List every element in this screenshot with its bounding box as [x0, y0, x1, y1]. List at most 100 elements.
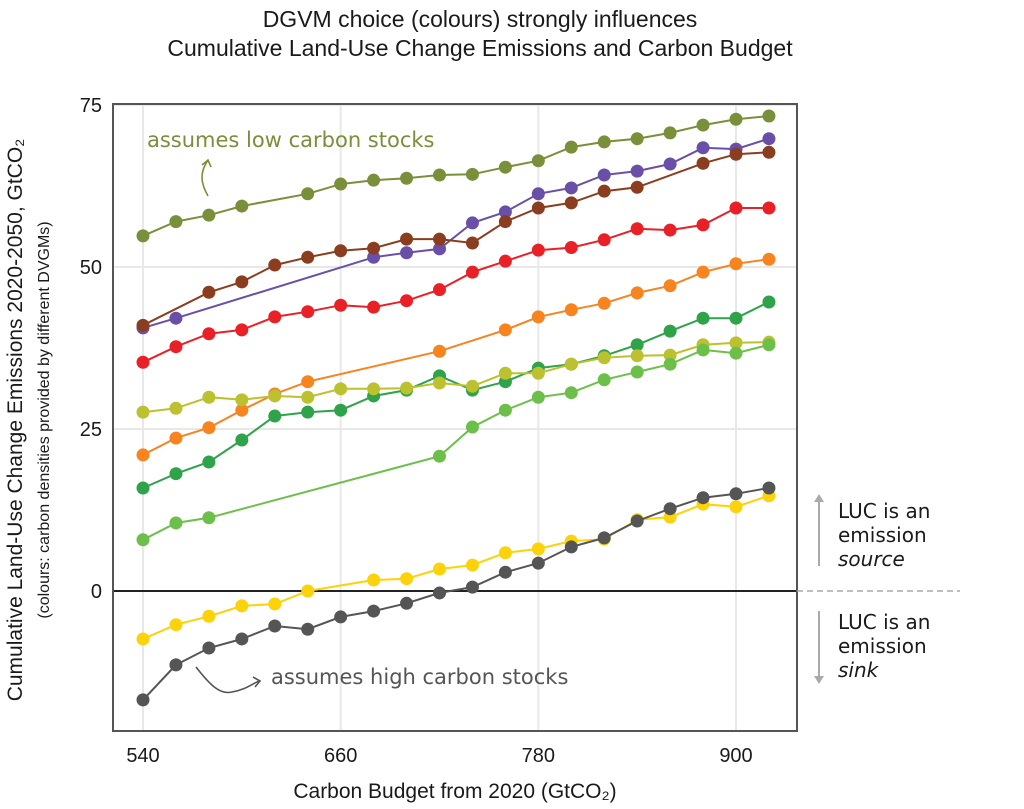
data-point-orange — [663, 279, 677, 293]
data-point-brown — [334, 244, 348, 258]
data-point-gray — [235, 632, 249, 646]
data-point-red — [202, 327, 216, 341]
series-purple — [136, 132, 776, 335]
data-point-red — [729, 201, 743, 215]
data-point-purple — [696, 141, 710, 155]
data-point-gray — [202, 641, 216, 655]
source-arrowhead-icon — [814, 494, 824, 502]
data-point-gray — [367, 604, 381, 618]
data-point-red — [696, 218, 710, 232]
data-point-yellow — [465, 558, 479, 572]
data-point-red — [235, 323, 249, 337]
data-point-orange — [696, 265, 710, 279]
data-point-brown — [498, 215, 512, 229]
data-point-dark-green — [696, 311, 710, 325]
data-point-red — [433, 283, 446, 297]
data-point-purple — [663, 157, 677, 171]
y-axis-sublabel: (colours: carbon densities provided by d… — [36, 221, 53, 618]
series-group — [136, 109, 776, 707]
data-point-yellow-green — [334, 382, 348, 396]
data-point-gray — [400, 596, 414, 610]
data-point-yellow-green — [268, 389, 282, 403]
data-point-dark-green — [301, 405, 315, 419]
ticks: 540 660 780 900 0 25 50 75 — [80, 95, 753, 767]
data-point-olive — [334, 177, 348, 191]
data-point-yellow — [202, 609, 216, 623]
data-point-red — [169, 340, 183, 354]
y-tick-label: 75 — [80, 95, 102, 117]
data-point-olive — [169, 215, 183, 229]
data-point-light-green — [663, 357, 677, 371]
data-point-light-green — [433, 449, 446, 463]
data-point-gray — [762, 481, 776, 495]
data-point-dark-green — [235, 433, 249, 447]
data-point-dark-green — [729, 311, 743, 325]
data-point-olive — [729, 112, 743, 126]
data-point-olive — [531, 154, 545, 168]
arrowhead-right-icon — [252, 676, 262, 688]
arrow-curved-icon — [195, 666, 260, 694]
data-point-olive — [136, 229, 150, 243]
series-line-orange — [142, 258, 770, 456]
data-point-orange — [729, 257, 743, 271]
data-point-purple — [498, 205, 512, 219]
data-point-brown — [465, 236, 479, 250]
data-point-yellow — [169, 618, 183, 632]
x-tick-label: 900 — [719, 745, 752, 767]
data-point-light-green — [465, 420, 479, 434]
data-point-gray — [334, 610, 348, 624]
data-point-olive — [202, 208, 216, 222]
y-tick-label: 25 — [80, 419, 102, 441]
data-point-purple — [762, 132, 776, 146]
data-point-purple — [630, 164, 644, 178]
data-point-orange — [433, 344, 446, 358]
data-point-olive — [465, 167, 479, 181]
data-point-brown — [400, 232, 414, 246]
arrow-up-icon — [201, 159, 209, 197]
data-point-purple — [531, 187, 545, 201]
data-point-red — [334, 298, 348, 312]
y-tick-label: 0 — [91, 581, 102, 603]
data-point-yellow-green — [169, 401, 183, 415]
data-point-yellow-green — [136, 405, 150, 419]
data-point-yellow — [433, 562, 446, 576]
data-point-brown — [136, 318, 150, 332]
data-point-olive — [400, 171, 414, 185]
data-point-gray — [433, 586, 446, 600]
data-point-gray — [663, 502, 677, 516]
data-point-yellow-green — [663, 348, 677, 362]
data-point-yellow-green — [301, 390, 315, 404]
data-point-purple — [169, 311, 183, 325]
data-point-dark-green — [268, 409, 282, 423]
series-gray — [136, 481, 776, 707]
data-point-light-green — [564, 386, 578, 400]
series-yellow-green — [136, 335, 776, 419]
data-point-gray — [564, 540, 578, 554]
data-point-light-green — [136, 533, 150, 547]
data-point-gray — [729, 487, 743, 501]
data-point-olive — [301, 187, 315, 201]
data-point-yellow-green — [729, 336, 743, 350]
data-point-red — [268, 310, 282, 324]
data-point-gray — [465, 580, 479, 594]
data-point-purple — [433, 242, 446, 256]
data-point-brown — [301, 250, 315, 264]
data-point-gray — [268, 619, 282, 633]
data-point-yellow-green — [367, 382, 381, 396]
data-point-orange — [136, 448, 150, 462]
sink-arrowhead-icon — [814, 676, 824, 684]
data-point-yellow-green — [465, 379, 479, 393]
data-point-olive — [597, 135, 611, 149]
data-point-brown — [729, 147, 743, 161]
x-tick-label: 540 — [126, 745, 159, 767]
data-point-gray — [630, 514, 644, 528]
data-point-light-green — [169, 516, 183, 530]
series-brown — [136, 145, 776, 332]
data-point-orange — [597, 296, 611, 310]
data-point-purple — [367, 250, 381, 264]
data-point-brown — [696, 156, 710, 170]
data-point-brown — [564, 196, 578, 210]
data-point-orange — [762, 252, 776, 266]
data-point-olive — [564, 140, 578, 154]
data-point-red — [630, 222, 644, 236]
